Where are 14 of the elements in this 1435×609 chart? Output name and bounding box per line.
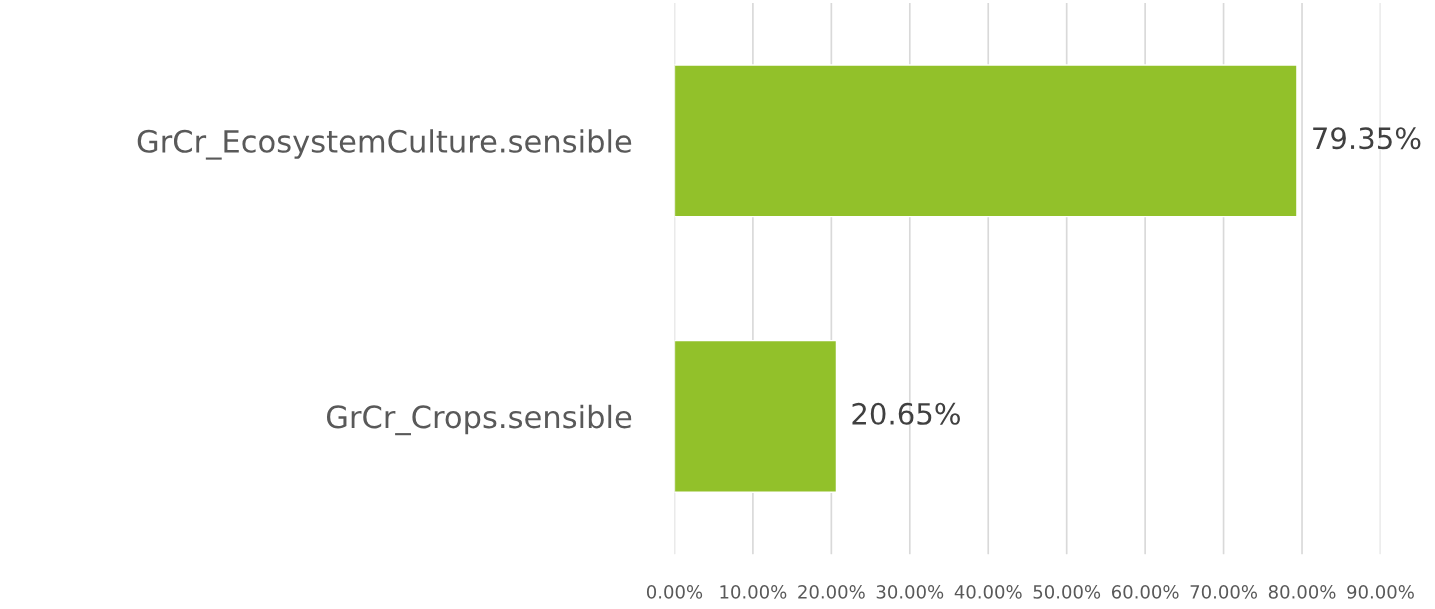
x-tick-label: 40.00%: [954, 585, 1022, 599]
x-tick-label: 70.00%: [1190, 585, 1257, 599]
data-label: 79.35%: [1313, 127, 1421, 150]
x-tick-label: 20.00%: [798, 585, 865, 599]
x-tick-label: 50.00%: [1033, 585, 1101, 599]
y-tick-label: GrCr_EcosystemCulture.sensible: [137, 129, 632, 160]
x-tick-label: 0.00%: [646, 585, 703, 599]
data-label: 20.65%: [852, 402, 960, 425]
x-tick-label: 90.00%: [1347, 585, 1414, 599]
x-tick-label: 30.00%: [876, 585, 944, 599]
y-tick-label: GrCr_Crops.sensible: [326, 404, 632, 436]
x-tick-label: 10.00%: [720, 585, 787, 599]
x-tick-label: 60.00%: [1111, 585, 1179, 599]
x-tick-label: 80.00%: [1268, 585, 1336, 599]
